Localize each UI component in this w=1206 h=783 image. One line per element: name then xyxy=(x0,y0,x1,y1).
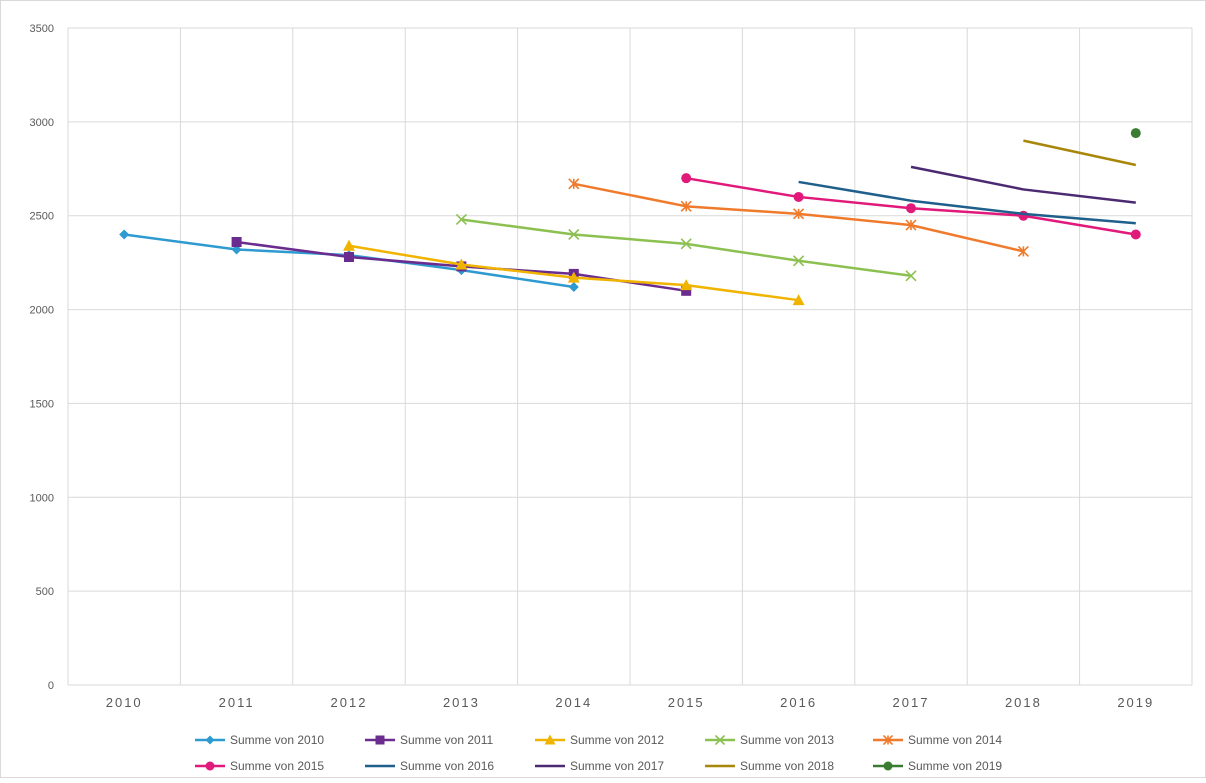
axis-labels: 0 500 1000 1500 2000 2500 3000 3500 2010 2011 2012… xyxy=(30,23,1154,710)
x-tick-label: 2019 xyxy=(1117,695,1154,710)
legend-label: Summe von 2014 xyxy=(908,733,1002,747)
data-point-marker xyxy=(793,208,805,220)
data-point-marker xyxy=(905,270,917,282)
data-point-marker xyxy=(906,203,916,214)
legend-label: Summe von 2010 xyxy=(230,733,324,747)
gridlines xyxy=(67,27,1193,686)
legend-item: Summe von 2014 xyxy=(873,733,1002,747)
data-point-marker xyxy=(231,236,242,247)
data-point-marker xyxy=(544,734,556,745)
legend-label: Summe von 2015 xyxy=(230,759,324,773)
data-point-marker xyxy=(680,238,692,250)
series-summe-von-2013 xyxy=(455,213,917,282)
data-point-marker xyxy=(375,735,385,745)
y-tick-label: 500 xyxy=(36,586,54,598)
x-tick-label: 2011 xyxy=(219,695,255,710)
y-tick-label: 3000 xyxy=(30,117,54,129)
data-point-marker xyxy=(455,213,467,226)
legend-label: Summe von 2016 xyxy=(400,759,494,773)
data-point-marker xyxy=(883,761,893,771)
x-tick-label: 2013 xyxy=(443,695,480,710)
data-point-marker xyxy=(343,239,355,251)
legend-label: Summe von 2013 xyxy=(740,733,834,747)
series-summe-von-2018 xyxy=(1023,139,1137,167)
legend-label: Summe von 2019 xyxy=(908,759,1002,773)
data-point-marker xyxy=(231,244,242,255)
x-tick-label: 2015 xyxy=(668,695,705,710)
data-point-marker xyxy=(455,258,468,270)
series-summe-von-2016 xyxy=(798,180,1136,225)
data-point-marker xyxy=(792,294,805,306)
series-line xyxy=(1023,139,1137,167)
data-point-marker xyxy=(344,252,354,263)
data-point-marker xyxy=(1130,229,1141,240)
x-tick-label: 2016 xyxy=(780,695,817,710)
data-point-marker xyxy=(1017,245,1029,257)
series-summe-von-2019 xyxy=(1130,128,1141,139)
data-point-marker xyxy=(568,282,579,293)
data-point-marker xyxy=(205,735,215,745)
legend-item: Summe von 2019 xyxy=(873,759,1002,773)
series-line xyxy=(798,180,1136,225)
legend-item: Summe von 2017 xyxy=(535,759,664,773)
legend-label: Summe von 2017 xyxy=(570,759,664,773)
x-tick-label: 2010 xyxy=(106,695,143,710)
series-lines xyxy=(119,128,1141,306)
y-tick-label: 1000 xyxy=(30,492,54,504)
legend-label: Summe von 2011 xyxy=(400,733,493,747)
data-point-marker xyxy=(882,734,894,746)
x-tick-label: 2012 xyxy=(331,695,368,710)
data-point-marker xyxy=(680,200,692,212)
series-summe-von-2017 xyxy=(910,165,1136,204)
series-summe-von-2014 xyxy=(568,178,1029,257)
data-point-marker xyxy=(714,734,726,746)
legend-item: Summe von 2016 xyxy=(365,759,494,773)
legend-label: Summe von 2012 xyxy=(570,733,664,747)
data-point-marker xyxy=(567,271,580,283)
legend-item: Summe von 2015 xyxy=(195,759,324,773)
data-point-marker xyxy=(681,285,692,296)
data-point-marker xyxy=(681,173,692,184)
x-tick-label: 2018 xyxy=(1005,695,1042,710)
data-point-marker xyxy=(905,219,917,231)
legend: Summe von 2010 Summe von 2011 Summe von 20… xyxy=(195,733,1002,773)
y-tick-label: 2000 xyxy=(30,305,54,317)
y-tick-label: 3500 xyxy=(30,23,54,35)
legend-item: Summe von 2011 xyxy=(365,733,493,747)
data-point-marker xyxy=(793,191,804,202)
data-point-marker xyxy=(680,279,693,291)
data-point-marker xyxy=(1130,128,1141,139)
legend-label: Summe von 2018 xyxy=(740,759,834,773)
x-tick-label: 2017 xyxy=(893,695,930,710)
legend-item: Summe von 2013 xyxy=(705,733,834,747)
series-summe-von-2015 xyxy=(681,173,1141,240)
legend-item: Summe von 2018 xyxy=(705,759,834,773)
data-point-marker xyxy=(568,228,580,241)
y-tick-label: 0 xyxy=(48,680,54,692)
series-summe-von-2012 xyxy=(343,239,805,306)
series-line xyxy=(910,165,1136,204)
data-point-marker xyxy=(568,178,580,190)
y-tick-label: 2500 xyxy=(30,211,54,223)
data-point-marker xyxy=(119,229,130,240)
data-point-marker xyxy=(793,255,805,267)
y-tick-label: 1500 xyxy=(30,398,54,410)
legend-item: Summe von 2012 xyxy=(535,733,664,747)
legend-item: Summe von 2010 xyxy=(195,733,324,747)
x-tick-label: 2014 xyxy=(555,695,592,710)
data-point-marker xyxy=(205,761,215,771)
